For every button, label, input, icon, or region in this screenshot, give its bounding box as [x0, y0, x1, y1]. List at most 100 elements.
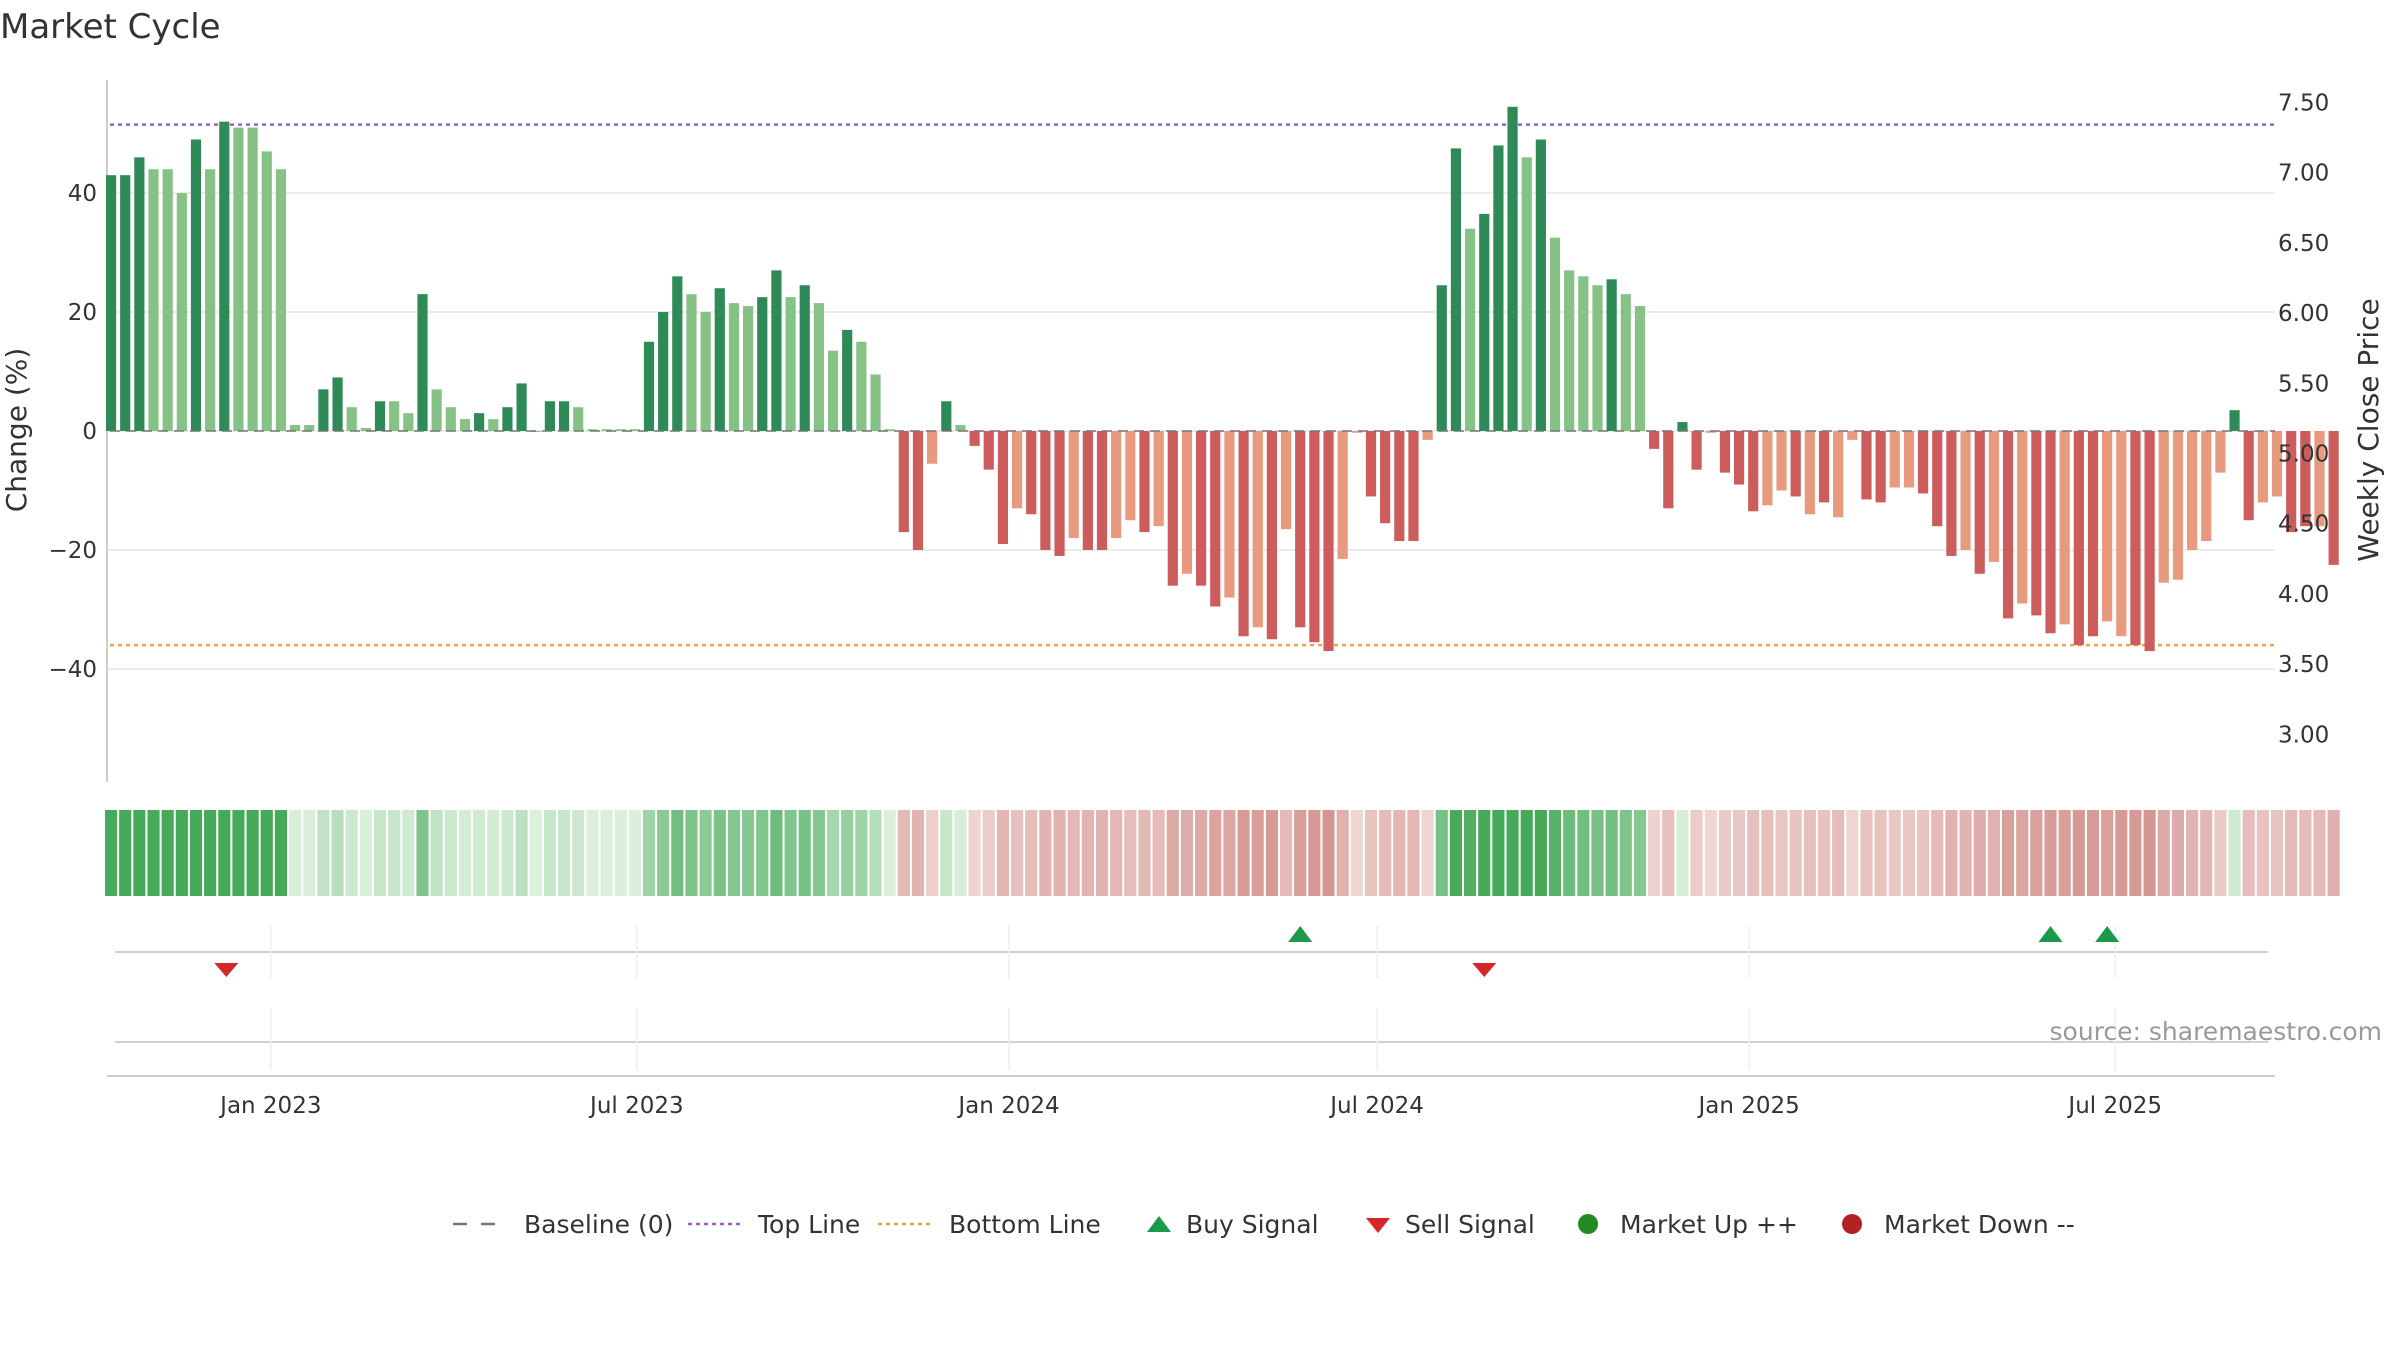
heat-cell [1081, 810, 1094, 896]
heat-cell [784, 810, 797, 896]
change-bar [1649, 431, 1660, 449]
change-bar [2031, 431, 2042, 616]
change-bar [1946, 431, 1957, 556]
heat-cell [1945, 810, 1958, 896]
change-bar [573, 407, 584, 431]
change-bar [1634, 306, 1646, 431]
heat-cell [1265, 810, 1278, 896]
change-bar [1394, 431, 1405, 542]
change-bar [2130, 431, 2141, 646]
change-bar [2002, 431, 2014, 619]
heat-cell [1095, 810, 1109, 896]
heat-cell [274, 810, 288, 896]
heat-cell [1605, 810, 1618, 896]
heat-cell [1775, 810, 1788, 896]
heat-cell [246, 810, 259, 896]
heat-cell [2242, 810, 2255, 896]
buy-signal-marker [2095, 926, 2120, 942]
heat-cell [1987, 810, 2000, 896]
heat-cell [543, 810, 556, 896]
change-bar [488, 419, 499, 431]
legend-item: Market Up ++ [1578, 1210, 1798, 1239]
legend-item: Bottom Line [878, 1210, 1101, 1239]
change-bar [1988, 431, 1999, 562]
change-bar [743, 306, 754, 431]
change-bar [558, 401, 570, 431]
heat-cell [2115, 810, 2128, 896]
heat-cell [1520, 810, 1533, 896]
heat-cell [2072, 810, 2085, 896]
heat-cell [1832, 810, 1845, 896]
change-bar [1804, 431, 1815, 515]
change-bar [1974, 431, 1985, 574]
change-bar [2059, 431, 2070, 625]
heat-cell [699, 810, 712, 896]
heat-cell [260, 810, 273, 896]
heat-cell [232, 810, 245, 896]
change-bar [884, 429, 895, 431]
change-bar [1578, 276, 1589, 431]
change-bar [445, 407, 456, 431]
change-bar [1861, 431, 1872, 500]
change-bar [2045, 431, 2056, 634]
sell-signal-legend-icon [1366, 1218, 1390, 1233]
heat-cell [133, 810, 146, 896]
change-bar [629, 429, 640, 431]
change-bar [1748, 431, 1759, 512]
change-bar [1719, 431, 1731, 473]
heat-cell [1039, 810, 1052, 896]
heat-cell [1577, 810, 1590, 896]
x-tick-label: Jul 2025 [2066, 1093, 2162, 1119]
y-tick-label: 20 [68, 300, 97, 326]
change-bar [799, 285, 810, 431]
heat-cell [1478, 810, 1491, 896]
heat-cell [289, 810, 302, 896]
heat-cell [911, 810, 925, 896]
heat-cell [1053, 810, 1066, 896]
change-bar [205, 169, 216, 431]
change-bar [2158, 431, 2169, 583]
change-bar [304, 425, 315, 431]
heat-cell [798, 810, 811, 896]
x-tick-label: Jan 2024 [956, 1093, 1059, 1119]
change-bar [1535, 139, 1546, 432]
change-bar [2243, 431, 2254, 521]
heat-cell [402, 810, 415, 896]
heat-cell [2313, 810, 2326, 896]
heat-cell [628, 810, 641, 896]
change-bar [1705, 431, 1716, 433]
heat-cell [1237, 810, 1250, 896]
heat-cell [147, 810, 160, 896]
signal-panel [107, 926, 2275, 1077]
sell-signal-marker [214, 963, 239, 977]
change-bar [714, 288, 725, 431]
change-bar [672, 276, 683, 431]
change-bar [374, 401, 386, 431]
y2-tick-label: 7.50 [2278, 90, 2329, 116]
change-bar [983, 431, 994, 470]
y-tick-label: 40 [68, 181, 97, 207]
change-bar [459, 419, 471, 431]
heat-cell [2001, 810, 2015, 896]
heat-cell [2186, 810, 2199, 896]
heat-cell [1888, 810, 1901, 896]
heat-cell [2171, 810, 2185, 896]
heat-cell [1209, 810, 1222, 896]
x-tick-label: Jul 2024 [1328, 1093, 1424, 1119]
heat-cell [1449, 810, 1463, 896]
change-bar [2172, 431, 2184, 580]
heat-cell [671, 810, 684, 896]
change-bar [969, 431, 980, 446]
change-bar [1663, 431, 1674, 509]
heat-cell [529, 810, 542, 896]
change-bar [1224, 431, 1235, 598]
change-bar [1153, 431, 1164, 527]
heat-cell [1421, 810, 1434, 896]
heat-cell [444, 810, 457, 896]
change-bar [2229, 410, 2240, 431]
heat-cell [841, 810, 854, 896]
change-bar [261, 151, 272, 431]
heat-cell [1138, 810, 1151, 896]
heat-cell [572, 810, 585, 896]
